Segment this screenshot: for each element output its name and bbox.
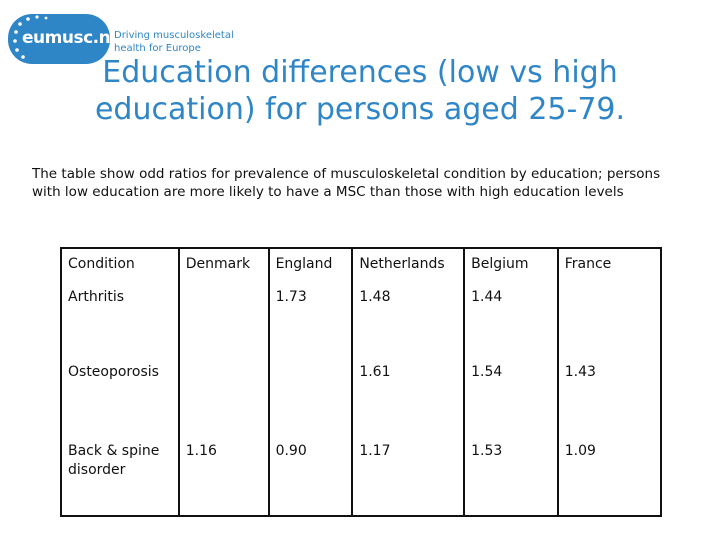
table-cell: 1.53 — [463, 436, 559, 517]
table-row: Arthritis 1.73 1.48 1.44 — [60, 282, 663, 357]
header-cell: France — [556, 247, 663, 282]
table-cell: 1.17 — [351, 436, 466, 517]
table-cell — [267, 357, 354, 436]
table-cell — [177, 357, 270, 436]
header-cell: England — [267, 247, 354, 282]
table-cell: 0.90 — [267, 436, 354, 517]
table-cell: 1.43 — [556, 357, 663, 436]
header-cell: Denmark — [177, 247, 270, 282]
eumusc-logo: eumusc.net Driving musculoskeletal healt… — [6, 12, 256, 72]
logo-tagline-1: Driving musculoskeletal — [114, 30, 234, 41]
table-cell: 1.61 — [351, 357, 466, 436]
table-cell: 1.73 — [267, 282, 354, 357]
table-cell: Back & spine disorder — [60, 436, 180, 517]
logo-tagline-2: health for Europe — [114, 43, 201, 54]
table-cell: Osteoporosis — [60, 357, 180, 436]
intro-text: The table show odd ratios for prevalence… — [32, 166, 661, 200]
header-cell: Belgium — [463, 247, 559, 282]
table-cell: 1.16 — [177, 436, 270, 517]
slide-title-line-2: education) for persons aged 25-79. — [94, 92, 626, 127]
table-cell: 1.48 — [351, 282, 466, 357]
header-cell: Netherlands — [351, 247, 466, 282]
logo-wordmark: eumusc.net — [22, 28, 129, 48]
eu-stars-icon — [13, 15, 48, 59]
logo-badge: eumusc.net — [8, 14, 129, 64]
table-cell: Arthritis — [60, 282, 180, 357]
slide-title-line-1: Education differences (low vs high — [102, 55, 618, 90]
table-row: Osteoporosis 1.61 1.54 1.43 — [60, 357, 663, 436]
table-cell: 1.09 — [556, 436, 663, 517]
table-row: Back & spine disorder 1.16 0.90 1.17 1.5… — [60, 436, 663, 517]
table-cell: 1.44 — [463, 282, 559, 357]
table-cell: 1.54 — [463, 357, 559, 436]
table-cell — [556, 282, 663, 357]
slide-title: Education differences (low vs high educa… — [40, 54, 680, 128]
table-cell — [177, 282, 270, 357]
odds-ratio-table: Condition Denmark England Netherlands Be… — [60, 247, 663, 517]
header-cell: Condition — [60, 247, 180, 282]
table-header-row: Condition Denmark England Netherlands Be… — [60, 247, 663, 282]
